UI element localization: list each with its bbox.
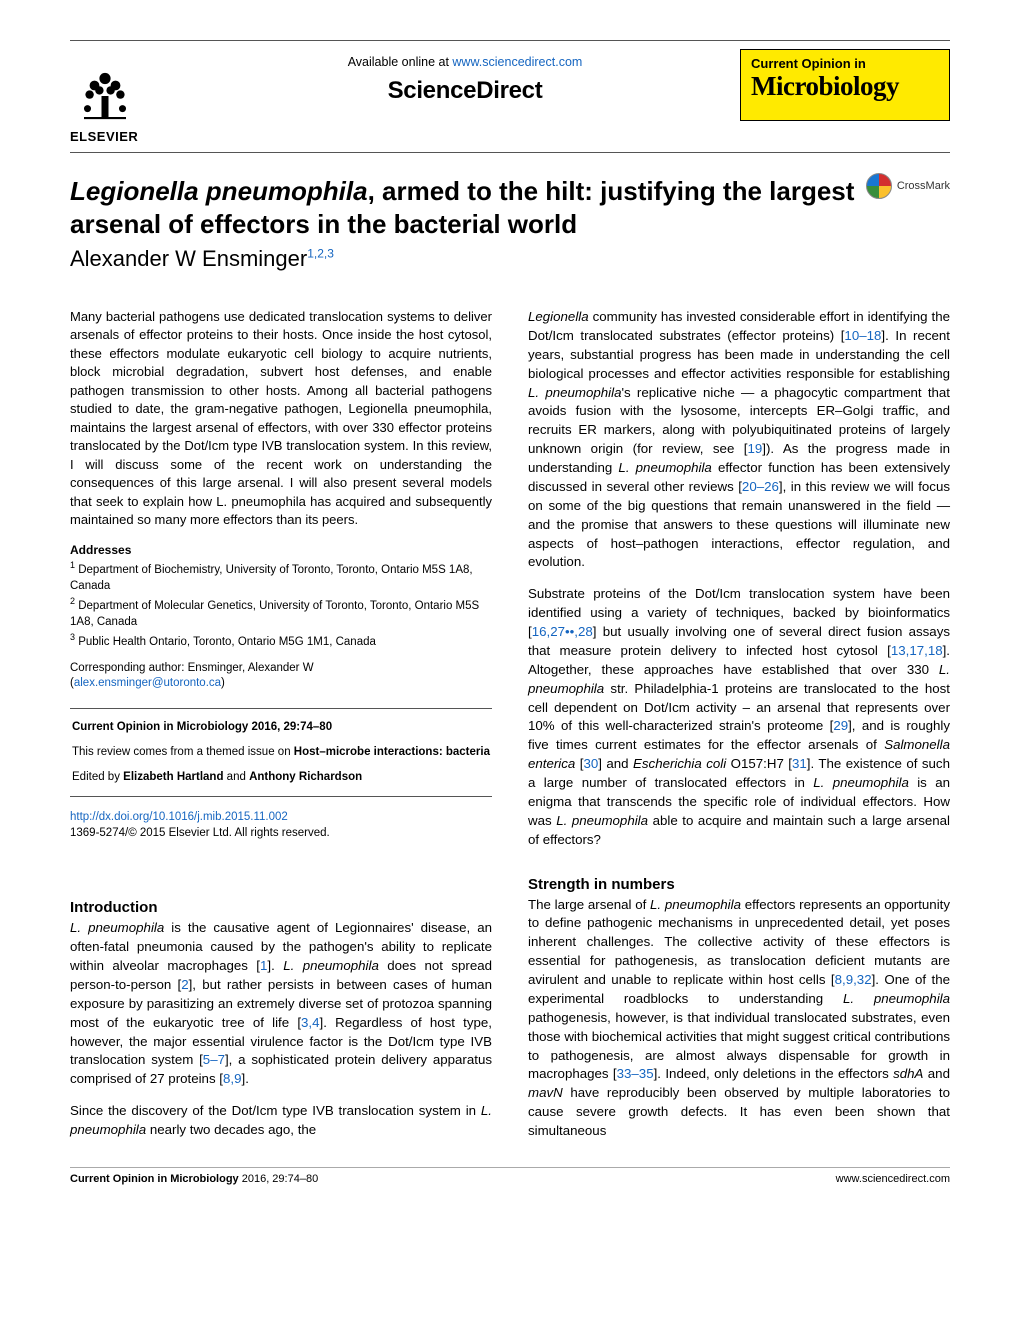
corresp-email[interactable]: alex.ensminger@utoronto.ca bbox=[74, 677, 221, 689]
doi-line: http://dx.doi.org/10.1016/j.mib.2015.11.… bbox=[70, 811, 492, 823]
author-name: Alexander W Ensminger bbox=[70, 246, 307, 271]
header-center: Available online at www.sciencedirect.co… bbox=[190, 49, 740, 105]
t: The large arsenal of bbox=[528, 897, 650, 912]
col2-para-2: Substrate proteins of the Dot/Icm transl… bbox=[528, 585, 950, 849]
title-species: Legionella pneumophila bbox=[70, 176, 368, 206]
corresponding-author: Corresponding author: Ensminger, Alexand… bbox=[70, 661, 492, 692]
journal-name-line2: Microbiology bbox=[751, 71, 939, 102]
ref-29[interactable]: 29 bbox=[833, 718, 848, 733]
gene-mavn: mavN bbox=[528, 1085, 563, 1100]
intro-para-1: L. pneumophila is the causative agent of… bbox=[70, 919, 492, 1089]
right-column: Legionella community has invested consid… bbox=[528, 308, 950, 1141]
page-header: ELSEVIER Available online at www.science… bbox=[70, 40, 950, 153]
available-prefix: Available online at bbox=[348, 55, 453, 69]
col2-para-3: The large arsenal of L. pneumophila effe… bbox=[528, 896, 950, 1141]
ref-1018[interactable]: 10–18 bbox=[844, 328, 881, 343]
elsevier-label: ELSEVIER bbox=[70, 129, 190, 144]
page-footer: Current Opinion in Microbiology 2016, 29… bbox=[70, 1167, 950, 1185]
article-title: Legionella pneumophila, armed to the hil… bbox=[70, 175, 950, 240]
addresses-heading: Addresses bbox=[70, 543, 492, 557]
themed-topic: Host–microbe interactions: bacteria bbox=[294, 746, 490, 758]
ref-57[interactable]: 5–7 bbox=[203, 1052, 225, 1067]
gene-sdha: sdhA bbox=[893, 1066, 923, 1081]
abstract: Many bacterial pathogens use dedicated t… bbox=[70, 308, 492, 529]
address-3-text: Public Health Ontario, Toronto, Ontario … bbox=[78, 636, 376, 648]
crossmark-label: CrossMark bbox=[897, 180, 950, 192]
left-column: Many bacterial pathogens use dedicated t… bbox=[70, 308, 492, 1141]
crossmark-badge[interactable]: CrossMark bbox=[866, 173, 950, 199]
species-lp: L. pneumophila bbox=[283, 958, 379, 973]
species-lp: L. pneumophila bbox=[556, 813, 648, 828]
t: ]. Indeed, only deletions in the effecto… bbox=[654, 1066, 894, 1081]
themed-issue-line: This review comes from a themed issue on… bbox=[72, 744, 490, 761]
species-lp: L. pneumophila bbox=[70, 920, 164, 935]
address-2: 2 Department of Molecular Genetics, Univ… bbox=[70, 595, 492, 630]
copyright-line: 1369-5274/© 2015 Elsevier Ltd. All right… bbox=[70, 827, 492, 839]
ref-30[interactable]: 30 bbox=[583, 756, 598, 771]
t: ]. bbox=[267, 958, 283, 973]
corresp-text: Corresponding author: Ensminger, Alexand… bbox=[70, 662, 314, 674]
citation-line: Current Opinion in Microbiology 2016, 29… bbox=[72, 719, 490, 736]
address-2-text: Department of Molecular Genetics, Univer… bbox=[70, 600, 479, 628]
crossmark-icon bbox=[866, 173, 892, 199]
species-lp: L. pneumophila bbox=[618, 460, 711, 475]
title-block: CrossMark Legionella pneumophila, armed … bbox=[70, 175, 950, 272]
col2-para-1: Legionella community has invested consid… bbox=[528, 308, 950, 572]
intro-para-2: Since the discovery of the Dot/Icm type … bbox=[70, 1102, 492, 1140]
address-1-text: Department of Biochemistry, University o… bbox=[70, 564, 473, 592]
sciencedirect-link[interactable]: www.sciencedirect.com bbox=[452, 55, 582, 69]
elsevier-tree-icon bbox=[70, 54, 140, 124]
address-1: 1 Department of Biochemistry, University… bbox=[70, 559, 492, 594]
author-affils: 1,2,3 bbox=[307, 247, 334, 261]
ref-131718[interactable]: 13,17,18 bbox=[891, 643, 943, 658]
ref-8932[interactable]: 8,9,32 bbox=[835, 972, 872, 987]
species-lp: L. pneumophila bbox=[843, 991, 950, 1006]
ref-34[interactable]: 3,4 bbox=[301, 1015, 320, 1030]
ref-3335[interactable]: 33–35 bbox=[617, 1066, 654, 1081]
ref-2[interactable]: 2 bbox=[181, 977, 188, 992]
ref-1627[interactable]: 16,27••,28 bbox=[532, 624, 593, 639]
t: ] and bbox=[598, 756, 633, 771]
t: O157:H7 [ bbox=[726, 756, 792, 771]
citation-info-box: Current Opinion in Microbiology 2016, 29… bbox=[70, 708, 492, 798]
footer-journal: Current Opinion in Microbiology bbox=[70, 1173, 239, 1185]
strength-heading: Strength in numbers bbox=[528, 876, 950, 893]
species-lp: L. pneumophila bbox=[70, 1103, 492, 1137]
t: ]. bbox=[242, 1071, 249, 1086]
ref-89[interactable]: 8,9 bbox=[223, 1071, 242, 1086]
editor-1: Elizabeth Hartland bbox=[123, 771, 223, 783]
sciencedirect-wordmark: ScienceDirect bbox=[190, 77, 740, 105]
address-3: 3 Public Health Ontario, Toronto, Ontari… bbox=[70, 631, 492, 650]
species-lp: L. pneumophila bbox=[813, 775, 909, 790]
t: and bbox=[923, 1066, 950, 1081]
edited-by-line: Edited by Elizabeth Hartland and Anthony… bbox=[72, 769, 490, 786]
species-ec: Escherichia coli bbox=[633, 756, 726, 771]
available-online-line: Available online at www.sciencedirect.co… bbox=[190, 55, 740, 69]
species-legionella: Legionella bbox=[528, 309, 589, 324]
footer-volpage: 2016, 29:74–80 bbox=[239, 1173, 319, 1185]
themed-prefix: This review comes from a themed issue on bbox=[72, 746, 294, 758]
edited-and: and bbox=[223, 771, 249, 783]
species-lp: L. pneumophila bbox=[528, 385, 621, 400]
ref-31[interactable]: 31 bbox=[792, 756, 807, 771]
author-line: Alexander W Ensminger1,2,3 bbox=[70, 246, 950, 272]
t: have reproducibly been observed by multi… bbox=[528, 1085, 950, 1138]
editor-2: Anthony Richardson bbox=[249, 771, 362, 783]
ref-19[interactable]: 19 bbox=[748, 441, 763, 456]
journal-name-line1: Current Opinion in bbox=[751, 56, 939, 71]
elsevier-logo: ELSEVIER bbox=[70, 49, 190, 144]
doi-link[interactable]: http://dx.doi.org/10.1016/j.mib.2015.11.… bbox=[70, 811, 288, 823]
journal-badge: Current Opinion in Microbiology bbox=[740, 49, 950, 121]
ref-2026[interactable]: 20–26 bbox=[742, 479, 779, 494]
footer-left: Current Opinion in Microbiology 2016, 29… bbox=[70, 1173, 318, 1185]
introduction-heading: Introduction bbox=[70, 899, 492, 916]
footer-right: www.sciencedirect.com bbox=[836, 1173, 950, 1185]
species-lp: L. pneumophila bbox=[650, 897, 741, 912]
body-columns: Many bacterial pathogens use dedicated t… bbox=[70, 308, 950, 1141]
edited-prefix: Edited by bbox=[72, 771, 123, 783]
